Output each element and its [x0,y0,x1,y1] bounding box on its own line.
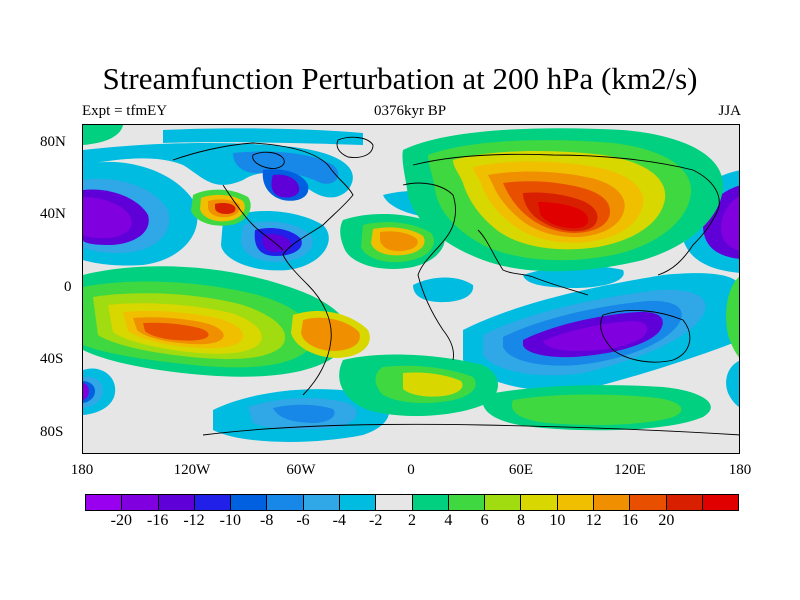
colorbar-cell [521,494,558,511]
streamfunction-map [83,125,739,442]
colorbar-cell [158,494,195,511]
colorbar-cell [448,494,486,511]
colorbar-label: -20 [110,512,132,529]
colorbar-cell [339,494,377,511]
colorbar-label: -4 [332,512,346,529]
colorbar-cell [303,494,340,511]
colorbar-label: -6 [296,512,310,529]
y-tick-label: 40S [40,351,64,367]
colorbar-label: 8 [517,512,525,529]
colorbar-cell [557,494,594,511]
colorbar-label: 2 [408,512,416,529]
x-tick-label: 60E [508,462,534,478]
colorbar-label: -12 [183,512,205,529]
y-tick-label: 80N [40,134,66,150]
colorbar-label: 12 [585,512,602,529]
colorbar-label: 4 [444,512,453,529]
colorbar-label: 16 [622,512,638,529]
x-tick-label: 120E [614,462,646,478]
x-tick-label: 0 [407,462,415,478]
colorbar-cell [194,494,232,511]
colorbar-cell [485,494,522,511]
positive-contours [83,125,739,431]
time-label: 0376kyr BP [373,103,447,119]
colorbar-cell [85,494,123,511]
season-label: JJA [718,103,741,119]
negative-contours [83,128,739,442]
colorbar-cell [376,494,413,511]
x-tick-label: 180 [728,462,752,478]
colorbar-cell [267,494,304,511]
x-tick-label: 60W [286,462,316,478]
colorbar-cell [231,494,268,511]
x-tick-label: 120W [173,462,211,478]
x-tick-label: 180 [70,462,94,478]
colorbar-cell [593,494,631,511]
y-tick-label: 80S [40,424,64,440]
colorbar-label: 6 [480,512,489,529]
plot-title: Streamfunction Perturbation at 200 hPa (… [102,61,698,96]
y-tick-label: 40N [40,206,66,222]
colorbar-cell [666,494,703,511]
colorbar-cell [412,494,449,511]
colorbar-label: -16 [146,512,169,529]
colorbar-cell [630,494,667,511]
y-tick-label: 0 [64,279,72,295]
colorbar-label: 20 [658,512,675,529]
colorbar-label: -8 [259,512,274,529]
map-panel [82,124,740,454]
coastlines [172,136,739,436]
colorbar-label: 10 [549,512,566,529]
colorbar-label: -10 [219,512,241,529]
colorbar-label: -2 [368,512,383,529]
colorbar [85,494,740,511]
experiment-label: Expt = tfmEY [82,103,168,119]
colorbar-cell [122,494,159,511]
colorbar-cell [702,494,740,511]
